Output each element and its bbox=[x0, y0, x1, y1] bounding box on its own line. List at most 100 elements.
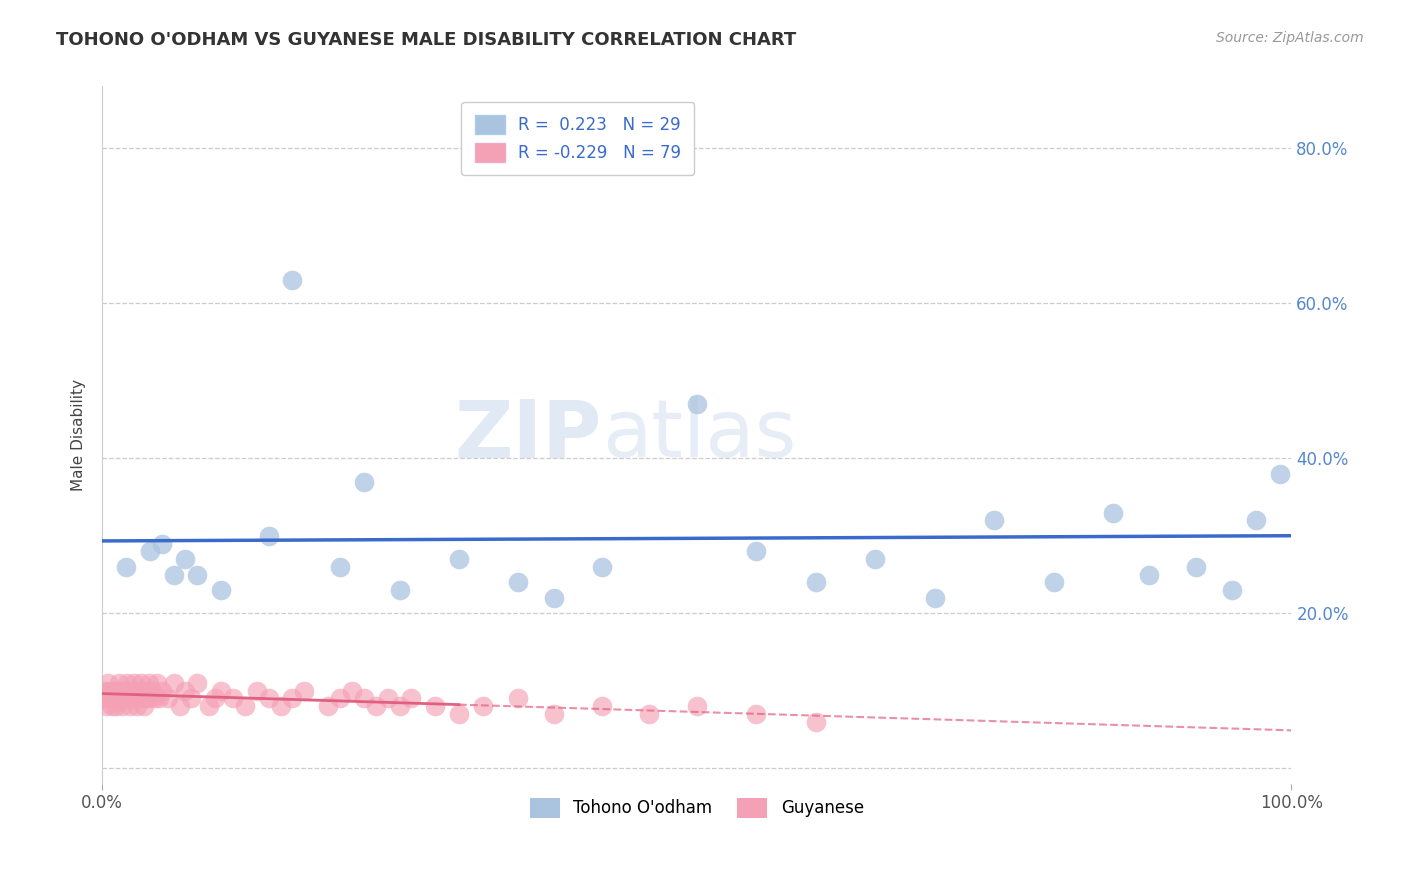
Point bbox=[125, 699, 148, 714]
Point bbox=[110, 691, 132, 706]
Point bbox=[131, 691, 153, 706]
Point bbox=[162, 567, 184, 582]
Point bbox=[638, 706, 661, 721]
Point bbox=[169, 699, 191, 714]
Point bbox=[120, 683, 142, 698]
Point bbox=[134, 683, 156, 698]
Point bbox=[209, 582, 232, 597]
Point bbox=[340, 683, 363, 698]
Point bbox=[1244, 513, 1267, 527]
Point bbox=[353, 475, 375, 489]
Point bbox=[222, 691, 245, 706]
Point bbox=[100, 699, 122, 714]
Point bbox=[174, 552, 197, 566]
Point bbox=[745, 706, 768, 721]
Point bbox=[204, 691, 226, 706]
Point bbox=[292, 683, 315, 698]
Point bbox=[198, 699, 221, 714]
Point bbox=[804, 575, 827, 590]
Point bbox=[388, 699, 411, 714]
Point bbox=[863, 552, 886, 566]
Point bbox=[471, 699, 494, 714]
Point bbox=[745, 544, 768, 558]
Point bbox=[162, 676, 184, 690]
Point bbox=[150, 683, 173, 698]
Point bbox=[233, 699, 256, 714]
Point bbox=[281, 691, 304, 706]
Point bbox=[115, 559, 138, 574]
Point bbox=[316, 699, 339, 714]
Point bbox=[138, 676, 160, 690]
Point bbox=[115, 676, 138, 690]
Point bbox=[686, 699, 709, 714]
Point bbox=[1042, 575, 1064, 590]
Point bbox=[983, 513, 1005, 527]
Point bbox=[364, 699, 387, 714]
Text: TOHONO O'ODHAM VS GUYANESE MALE DISABILITY CORRELATION CHART: TOHONO O'ODHAM VS GUYANESE MALE DISABILI… bbox=[56, 31, 796, 49]
Point bbox=[591, 699, 613, 714]
Point bbox=[1137, 567, 1160, 582]
Point bbox=[114, 691, 136, 706]
Point bbox=[353, 691, 375, 706]
Point bbox=[127, 683, 149, 698]
Point bbox=[508, 575, 530, 590]
Point bbox=[132, 699, 155, 714]
Point bbox=[100, 691, 122, 706]
Point bbox=[1185, 559, 1208, 574]
Point bbox=[180, 691, 202, 706]
Point bbox=[124, 676, 146, 690]
Point bbox=[1268, 467, 1291, 481]
Point bbox=[148, 691, 170, 706]
Point bbox=[111, 699, 134, 714]
Point bbox=[257, 529, 280, 543]
Point bbox=[129, 683, 152, 698]
Legend: Tohono O'odham, Guyanese: Tohono O'odham, Guyanese bbox=[523, 791, 870, 824]
Point bbox=[209, 683, 232, 698]
Point bbox=[377, 691, 399, 706]
Point bbox=[401, 691, 423, 706]
Point bbox=[108, 683, 131, 698]
Point bbox=[804, 714, 827, 729]
Point bbox=[246, 683, 269, 698]
Point bbox=[150, 536, 173, 550]
Point bbox=[174, 683, 197, 698]
Point bbox=[1220, 582, 1243, 597]
Point bbox=[124, 691, 146, 706]
Point bbox=[139, 544, 162, 558]
Y-axis label: Male Disability: Male Disability bbox=[72, 379, 86, 491]
Point bbox=[143, 691, 166, 706]
Point bbox=[543, 706, 565, 721]
Point bbox=[447, 552, 470, 566]
Point bbox=[104, 683, 127, 698]
Point bbox=[108, 676, 131, 690]
Point bbox=[141, 683, 163, 698]
Point bbox=[93, 683, 115, 698]
Point bbox=[186, 676, 208, 690]
Point bbox=[122, 683, 145, 698]
Point bbox=[139, 691, 162, 706]
Point bbox=[924, 591, 946, 605]
Point bbox=[128, 691, 150, 706]
Point bbox=[103, 691, 125, 706]
Point bbox=[97, 676, 120, 690]
Point bbox=[686, 397, 709, 411]
Point bbox=[281, 273, 304, 287]
Point bbox=[447, 706, 470, 721]
Point bbox=[117, 691, 139, 706]
Point bbox=[508, 691, 530, 706]
Text: atlas: atlas bbox=[602, 396, 796, 474]
Point bbox=[425, 699, 447, 714]
Text: Source: ZipAtlas.com: Source: ZipAtlas.com bbox=[1216, 31, 1364, 45]
Point bbox=[94, 699, 117, 714]
Point bbox=[121, 691, 143, 706]
Point bbox=[118, 699, 141, 714]
Point bbox=[388, 582, 411, 597]
Point bbox=[105, 699, 128, 714]
Point bbox=[131, 676, 153, 690]
Point bbox=[112, 683, 135, 698]
Point bbox=[329, 559, 352, 574]
Point bbox=[257, 691, 280, 706]
Point bbox=[146, 676, 169, 690]
Point bbox=[329, 691, 352, 706]
Point bbox=[543, 591, 565, 605]
